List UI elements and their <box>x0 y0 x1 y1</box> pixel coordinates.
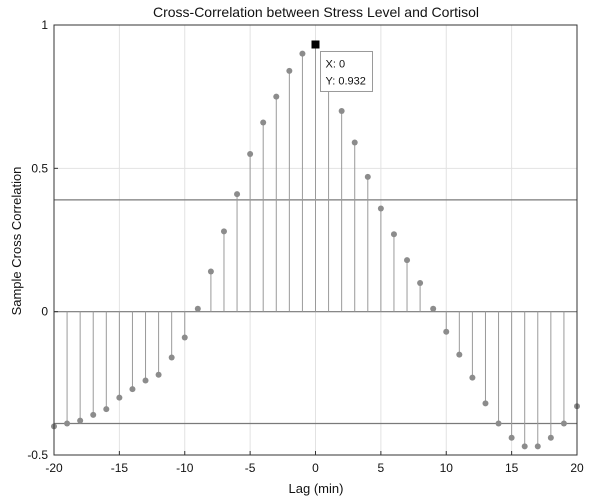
stem-marker <box>469 374 476 381</box>
stem-marker <box>207 268 214 275</box>
stem-marker <box>351 139 358 146</box>
stem-marker <box>364 173 371 180</box>
tick-labels: -20 -15 -10 -5 0 5 10 15 20 -0.5 0 0.5 1 <box>27 18 584 475</box>
stem-marker <box>299 50 306 57</box>
stem-marker <box>247 151 254 157</box>
stem-marker <box>234 191 241 198</box>
plot-box <box>53 24 578 456</box>
x-tick-label: 5 <box>378 461 385 475</box>
datatip-y-text: Y: 0.932 <box>326 75 366 87</box>
stem-marker <box>417 280 424 286</box>
y-tick-label: 0.5 <box>31 161 48 175</box>
stem-marker <box>155 371 162 378</box>
stem-marker <box>338 108 345 114</box>
x-tick-label: 10 <box>440 461 454 475</box>
y-tick-label: 0 <box>41 305 48 319</box>
stem-marker <box>260 119 267 126</box>
stem-marker <box>103 406 110 413</box>
x-tick-label: 20 <box>570 461 584 475</box>
x-tick-label: -5 <box>245 461 256 475</box>
stem-marker <box>560 420 567 427</box>
stem-marker <box>390 231 397 238</box>
stem-marker <box>430 305 437 312</box>
stem-marker <box>129 386 136 393</box>
stem-marker <box>116 394 123 401</box>
stem-marker <box>495 420 502 427</box>
stem-marker <box>90 411 97 418</box>
y-axis-label: Sample Cross Correlation <box>9 167 24 316</box>
stem-marker <box>77 417 84 424</box>
stem-marker <box>534 443 541 450</box>
y-tick-label: 1 <box>41 18 48 32</box>
stem-marker <box>142 377 149 384</box>
stem-marker <box>443 328 450 335</box>
x-axis-label: Lag (min) <box>289 481 344 496</box>
x-tick-label: -15 <box>111 461 129 475</box>
plot-frame <box>53 24 578 456</box>
stem-marker <box>194 305 201 312</box>
stem-marker <box>181 334 188 341</box>
stem-marker <box>547 434 554 441</box>
stem-marker <box>64 420 71 427</box>
chart-title: Cross-Correlation between Stress Level a… <box>153 4 479 20</box>
stem-marker <box>273 93 280 100</box>
stem-marker <box>168 354 175 361</box>
stem-marker <box>521 443 528 450</box>
stem-marker <box>377 205 384 212</box>
stem-marker <box>482 400 489 407</box>
x-tick-label: -20 <box>45 461 63 475</box>
datatip[interactable]: X: 0 Y: 0.932 <box>311 40 373 92</box>
stem-marker <box>508 434 515 441</box>
stem-marker <box>456 351 463 358</box>
x-tick-label: 0 <box>312 461 319 475</box>
stem-marker <box>220 228 227 235</box>
x-tick-label: 15 <box>505 461 519 475</box>
stem-marker <box>404 257 411 264</box>
stem-marker <box>286 67 293 74</box>
datatip-box <box>320 50 373 92</box>
y-tick-label: -0.5 <box>27 448 48 462</box>
datatip-x-text: X: 0 <box>326 58 346 70</box>
datatip-marker[interactable] <box>311 40 320 49</box>
x-tick-label: -10 <box>176 461 194 475</box>
